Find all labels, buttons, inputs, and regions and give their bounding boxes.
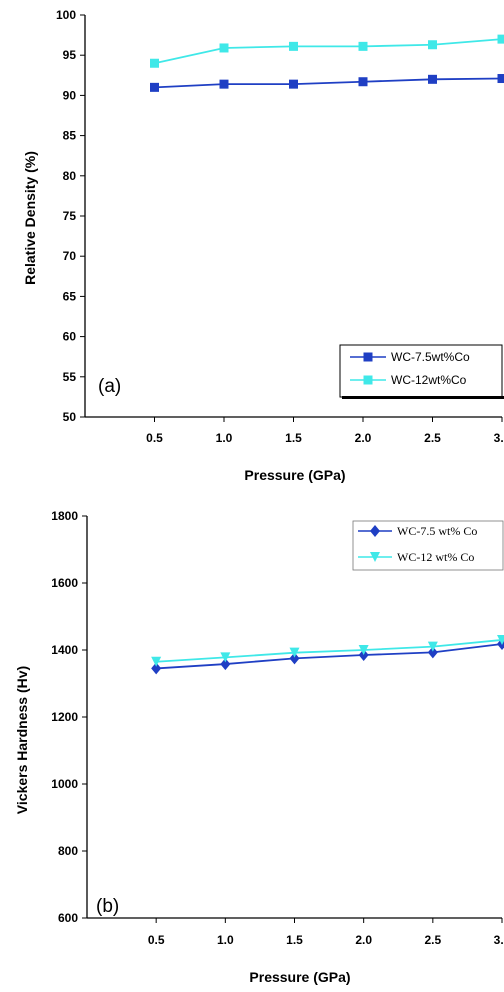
panel-a-y-tick-label: 70 xyxy=(63,249,77,263)
panel-a-series-1-point xyxy=(358,77,368,87)
panel-b-series-1-point xyxy=(289,652,300,665)
panel-a-series-2-point xyxy=(428,40,437,50)
panel-a-y-tick-label: 85 xyxy=(63,129,77,143)
panel-b-series-2-point xyxy=(151,656,162,667)
panel-a-series-2-line xyxy=(154,38,503,65)
panel-b-series-2-line xyxy=(156,639,503,663)
panel-b-legend-label: WC-12 wt% Co xyxy=(397,550,474,564)
panel-a-series-1-point xyxy=(497,74,504,84)
panel-a-legend-shadow xyxy=(342,396,504,399)
panel-b-series-1-point xyxy=(151,662,162,675)
panel-b-x-tick-label: 3.0 xyxy=(494,933,504,947)
panel-b-y-tick-label: 1800 xyxy=(51,509,78,523)
panel-b-y-axis-label: Vickers Hardness (Hv) xyxy=(14,666,30,814)
panel-b-x-tick-label: 1.5 xyxy=(286,933,303,947)
panel-a-y-tick-label: 100 xyxy=(56,8,76,22)
panel-b-x-tick-label: 2.5 xyxy=(424,933,441,947)
panel-a-legend-swatch-marker xyxy=(363,352,373,362)
panel-b-x-axis-label: Pressure (GPa) xyxy=(249,969,350,985)
panel-a-series-2-point xyxy=(358,41,368,51)
panel-a-series-1-line xyxy=(154,77,503,89)
panel-b-y-tick-label: 1600 xyxy=(51,576,78,590)
chart-panel-a: 50 55 60 65 70 75 80 85 90 95 100 0.5 1.0 1.5 2.0 2.5 3.… xyxy=(22,8,504,483)
panel-b-legend-label: WC-7.5 wt% Co xyxy=(397,524,477,538)
panel-a-legend-label: WC-12wt%Co xyxy=(391,373,467,387)
panel-a-y-tick-label: 90 xyxy=(63,88,77,102)
panel-b-x-tick-label: 1.0 xyxy=(217,933,234,947)
panel-b-series-1-point xyxy=(358,649,369,662)
panel-b-y-tick-label: 1400 xyxy=(51,643,78,657)
panel-b-series-1-line xyxy=(156,643,503,670)
panel-a-y-tick-label: 60 xyxy=(63,330,77,344)
panel-a-series-1-point xyxy=(428,74,437,84)
panel-a-legend-swatch-marker xyxy=(363,375,373,385)
panel-a-y-tick-label: 50 xyxy=(63,410,77,424)
panel-a-x-tick-label: 3.0 xyxy=(494,431,504,445)
panel-a-x-axis-label: Pressure (GPa) xyxy=(244,467,345,483)
panel-a-x-tick-label: 0.5 xyxy=(146,431,163,445)
panel-b-series-2-point xyxy=(358,645,369,655)
panel-a-series xyxy=(150,34,504,92)
panel-a-y-tick-label: 80 xyxy=(63,169,77,183)
panel-a-y-axis-label: Relative Density (%) xyxy=(22,151,38,285)
panel-b-y-tick-label: 1200 xyxy=(51,710,78,724)
panel-b-series-1-point xyxy=(427,646,438,659)
panel-b-legend: WC-7.5 wt% Co WC-12 wt% Co xyxy=(358,524,477,564)
panel-a-y-tick-label: 55 xyxy=(63,370,77,384)
panel-b-ticks: 600 800 1000 1200 1400 1600 1800 0.5 1.0 1.5 2.0 2.… xyxy=(51,509,504,947)
panel-b-series-2-point xyxy=(289,647,300,658)
panel-b-y-tick-label: 800 xyxy=(58,844,78,858)
panel-b-legend-swatch-marker xyxy=(370,525,380,537)
panel-b-y-tick-label: 600 xyxy=(58,911,78,925)
panel-a-series-1-point xyxy=(289,79,298,89)
panel-a-series-1-point xyxy=(150,82,159,92)
panel-b-x-tick-label: 2.0 xyxy=(355,933,372,947)
panel-b-series xyxy=(151,634,504,675)
panel-a-y-tick-label: 75 xyxy=(63,209,77,223)
panel-b-series-2-point xyxy=(427,641,438,652)
panel-a-series-2-point xyxy=(219,43,229,53)
panel-a-y-tick-label: 65 xyxy=(63,289,77,303)
panel-a-x-tick-label: 1.0 xyxy=(216,431,233,445)
panel-a-x-tick-label: 2.5 xyxy=(424,431,441,445)
panel-a-series-1-point xyxy=(219,79,229,89)
panel-b-y-tick-label: 1000 xyxy=(51,777,78,791)
panel-b-x-tick-label: 0.5 xyxy=(148,933,165,947)
panel-b-series-2-point xyxy=(497,634,504,645)
panel-b-label: (b) xyxy=(96,896,119,917)
panel-a-ticks: 50 55 60 65 70 75 80 85 90 95 100 0.5 1.0 1.5 2.0 2.5 3.… xyxy=(56,8,504,445)
panel-b-series-1-point xyxy=(220,658,231,671)
panel-b-series-2-point xyxy=(220,652,231,663)
panel-b-legend-swatch-marker xyxy=(370,552,380,562)
panel-a-y-tick-label: 95 xyxy=(63,48,77,62)
panel-a-legend: WC-7.5wt%Co WC-12wt%Co xyxy=(350,350,470,387)
panel-a-x-tick-label: 1.5 xyxy=(285,431,302,445)
chart-panel-b: 600 800 1000 1200 1400 1600 1800 0.5 1.0 1.5 2.0 2.… xyxy=(14,509,504,985)
panel-a-label: (a) xyxy=(98,376,121,397)
panel-a-series-2-point xyxy=(150,58,159,68)
panel-a-series-2-point xyxy=(289,41,298,51)
panel-a-series-2-point xyxy=(497,34,504,44)
panel-a-x-tick-label: 2.0 xyxy=(355,431,372,445)
panel-a-legend-label: WC-7.5wt%Co xyxy=(391,350,470,364)
